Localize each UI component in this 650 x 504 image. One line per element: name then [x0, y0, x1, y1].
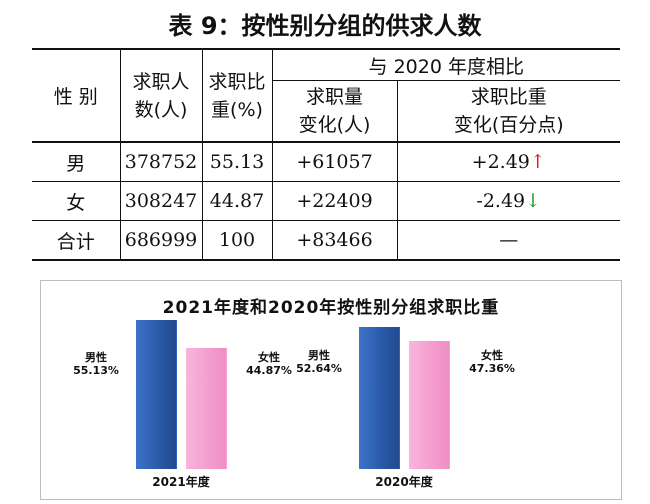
change-share-value: +2.49: [471, 151, 530, 173]
header-change-count: 求职量 变化(人): [271, 80, 397, 143]
category-label: 2021年度: [152, 475, 210, 489]
cell-change-count: +83466: [271, 220, 397, 261]
header-compare-group: 与 2020 年度相比: [271, 48, 620, 81]
change-share-value: -2.49: [476, 190, 526, 212]
cell-share: 55.13: [201, 142, 272, 182]
cell-gender: 女: [32, 181, 120, 221]
bar-male: [359, 326, 400, 469]
cell-share: 44.87: [201, 181, 272, 221]
cell-gender: 合计: [32, 220, 120, 261]
cell-change-share: +2.49↑: [396, 142, 620, 182]
label-female: 女性 47.36%: [469, 349, 515, 375]
bar-male: [136, 320, 177, 469]
cell-change-count: +61057: [271, 142, 397, 182]
header-seekers: 求职人 数(人): [119, 48, 202, 143]
table-row: 合计 686999 100 +83466 —: [32, 220, 620, 261]
cell-change-share: -2.49↓: [396, 181, 620, 221]
table-row: 女 308247 44.87 +22409 -2.49↓: [32, 181, 620, 221]
header-change-share: 求职比重 变化(百分点): [396, 80, 620, 143]
header-share: 求职比 重(%): [201, 48, 272, 143]
cell-share: 100: [201, 220, 272, 261]
cell-seekers: 686999: [119, 220, 202, 261]
arrow-up-icon: ↑: [529, 151, 546, 173]
category-label: 2020年度: [375, 475, 433, 489]
chart-title: 2021年度和2020年按性别分组求职比重: [162, 298, 500, 318]
gender-share-chart: 2021年度和2020年按性别分组求职比重 男性 55.13% 女性 44.87% 20…: [40, 280, 622, 500]
label-male: 男性 55.13%: [73, 351, 119, 377]
label-female: 女性 44.87%: [246, 351, 292, 377]
bar-female: [186, 347, 227, 469]
page-title: 表 9：按性别分组的供求人数: [168, 12, 482, 40]
gender-supply-demand-table: 性 别 求职人 数(人) 求职比 重(%) 与 2020 年度相比 求职量 变化…: [32, 48, 620, 261]
cell-change-count: +22409: [271, 181, 397, 221]
arrow-down-icon: ↓: [525, 190, 542, 212]
cell-gender: 男: [32, 142, 120, 182]
cell-seekers: 308247: [119, 181, 202, 221]
cell-seekers: 378752: [119, 142, 202, 182]
table-row: 男 378752 55.13 +61057 +2.49↑: [32, 142, 620, 182]
cell-change-share: —: [396, 220, 620, 261]
label-male: 男性 52.64%: [296, 349, 342, 375]
bar-female: [409, 341, 450, 469]
header-gender: 性 别: [32, 48, 120, 143]
